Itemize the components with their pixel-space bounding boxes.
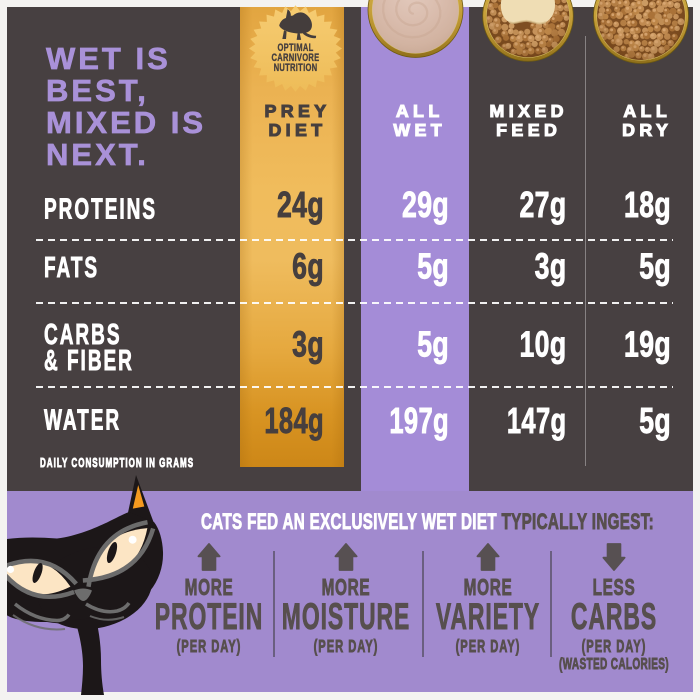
svg-text:3g: 3g xyxy=(535,246,567,287)
svg-text:5g: 5g xyxy=(639,400,671,441)
svg-text:(PER DAY): (PER DAY) xyxy=(314,638,379,657)
svg-text:FEED: FEED xyxy=(496,120,561,140)
svg-text:CARBS: CARBS xyxy=(571,595,657,637)
svg-text:24g: 24g xyxy=(277,184,324,225)
svg-text:3g: 3g xyxy=(292,324,324,365)
svg-text:WATER: WATER xyxy=(44,405,121,437)
svg-text:10g: 10g xyxy=(519,324,566,365)
svg-text:MIXED: MIXED xyxy=(490,101,568,121)
svg-text:OPTIMAL: OPTIMAL xyxy=(277,42,313,55)
svg-text:MORE: MORE xyxy=(322,575,371,601)
svg-text:LESS: LESS xyxy=(593,575,636,601)
svg-text:27g: 27g xyxy=(519,184,566,225)
svg-text:MORE: MORE xyxy=(185,575,234,601)
svg-text:MOISTURE: MOISTURE xyxy=(282,595,410,637)
svg-text:(PER DAY): (PER DAY) xyxy=(177,638,242,657)
svg-text:19g: 19g xyxy=(624,324,671,365)
svg-text:5g: 5g xyxy=(417,324,449,365)
svg-text:(WASTED CALORIES): (WASTED CALORIES) xyxy=(559,655,669,673)
svg-text:5g: 5g xyxy=(417,246,449,287)
svg-text:WET: WET xyxy=(393,120,446,140)
svg-text:29g: 29g xyxy=(402,184,449,225)
svg-text:PREY: PREY xyxy=(264,101,330,121)
svg-text:(PER DAY): (PER DAY) xyxy=(456,638,521,657)
svg-text:DAILY CONSUMPTION IN GRAMS: DAILY CONSUMPTION IN GRAMS xyxy=(40,456,194,470)
svg-text:DIET: DIET xyxy=(268,120,326,140)
svg-text:PROTEIN: PROTEIN xyxy=(155,595,263,637)
svg-text:DRY: DRY xyxy=(622,120,672,140)
svg-text:197g: 197g xyxy=(389,401,449,441)
svg-text:5g: 5g xyxy=(639,246,671,287)
svg-text:NUTRITION: NUTRITION xyxy=(274,62,318,75)
svg-text:18g: 18g xyxy=(624,184,671,225)
svg-text:VARIETY: VARIETY xyxy=(436,595,540,637)
svg-text:ALL: ALL xyxy=(623,101,671,121)
svg-text:CARNIVORE: CARNIVORE xyxy=(272,52,320,65)
svg-text:6g: 6g xyxy=(292,246,324,287)
svg-text:MORE: MORE xyxy=(464,575,513,601)
svg-text:FATS: FATS xyxy=(44,252,99,284)
svg-text:ALL: ALL xyxy=(396,101,444,121)
svg-text:& FIBER: & FIBER xyxy=(44,345,134,377)
svg-text:184g: 184g xyxy=(264,401,324,441)
svg-text:CARBS: CARBS xyxy=(44,319,121,351)
svg-text:(PER DAY): (PER DAY) xyxy=(582,638,647,657)
svg-text:PROTEINS: PROTEINS xyxy=(44,194,157,226)
svg-text:147g: 147g xyxy=(507,401,567,441)
svg-text:CATS FED AN EXCLUSIVELY WET DI: CATS FED AN EXCLUSIVELY WET DIET TYPICAL… xyxy=(201,510,654,534)
